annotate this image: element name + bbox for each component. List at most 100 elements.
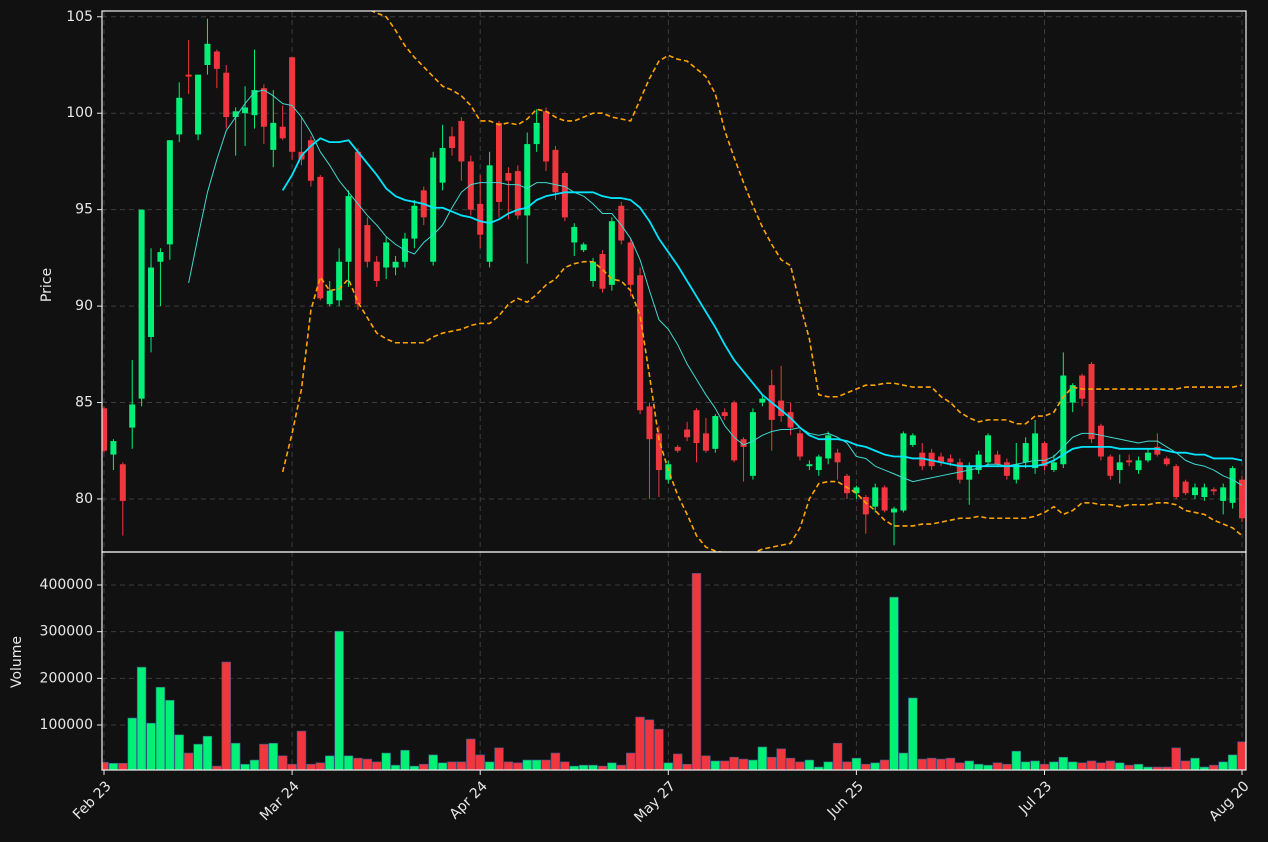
- candle-body: [223, 72, 230, 118]
- volume-bar: [1209, 764, 1219, 770]
- volume-bar: [437, 762, 448, 770]
- volume-bar: [428, 754, 438, 770]
- volume-bar: [522, 759, 532, 770]
- volume-bar: [832, 742, 843, 770]
- candle-body: [166, 140, 173, 245]
- candle-body: [975, 454, 982, 471]
- volume-bar: [277, 755, 288, 770]
- volume-bar: [964, 760, 974, 770]
- candle-body: [590, 261, 597, 282]
- volume-bar: [691, 573, 702, 770]
- candle-body: [580, 244, 587, 251]
- candle-body: [627, 242, 634, 285]
- candle-body: [213, 51, 220, 69]
- volume-bar: [1124, 764, 1134, 770]
- candle-body: [477, 203, 484, 235]
- candle-body: [1210, 489, 1217, 492]
- volume-bar: [898, 752, 909, 770]
- candle-body: [749, 412, 756, 476]
- volume-bar: [1011, 750, 1021, 770]
- volume-bar: [955, 762, 965, 770]
- candle-body: [919, 452, 926, 467]
- candle-body: [815, 456, 822, 471]
- candle-body: [1116, 462, 1123, 471]
- candle-body: [119, 464, 126, 501]
- candle-body: [251, 90, 258, 116]
- volume-bar: [127, 717, 137, 770]
- volume-bar: [823, 761, 833, 770]
- volume-bar: [155, 686, 166, 770]
- candle-body: [900, 433, 907, 511]
- volume-bar: [560, 761, 570, 770]
- candle-body: [646, 406, 653, 440]
- volume-bar: [325, 755, 335, 770]
- volume-bar: [550, 752, 561, 770]
- volume-bar: [1086, 760, 1097, 770]
- candle-body: [1163, 458, 1170, 465]
- candle-body: [110, 441, 117, 455]
- candle-body: [289, 57, 296, 152]
- volume-bar: [372, 761, 382, 770]
- y-tick-label: 90: [75, 298, 93, 314]
- candle-body: [702, 433, 709, 451]
- candle-body: [496, 122, 503, 202]
- overlays: [188, 11, 1243, 552]
- candle-body: [1069, 385, 1076, 403]
- volume-bar: [456, 761, 467, 770]
- volume-bar: [1180, 760, 1191, 770]
- volume-bar: [1162, 766, 1172, 770]
- volume-bar: [1105, 760, 1116, 770]
- volume-bar: [625, 752, 636, 770]
- candle-body: [373, 261, 380, 282]
- volume-bar: [249, 759, 260, 770]
- candle-body: [524, 144, 531, 216]
- volume-bar: [1058, 756, 1069, 770]
- candle-body: [260, 88, 267, 127]
- volume-bar: [513, 762, 523, 770]
- candle-body: [787, 412, 794, 428]
- y-tick-label: 300000: [40, 624, 93, 640]
- volume-bar: [390, 764, 401, 770]
- volume-bar: [1199, 766, 1210, 770]
- candle-body: [176, 97, 183, 135]
- y-tick-label: 95: [75, 202, 93, 218]
- y-axis-label: Price: [39, 268, 55, 302]
- candle-body: [543, 111, 550, 162]
- volume-bar: [1227, 754, 1238, 770]
- candle-body: [1088, 363, 1095, 440]
- candle-body: [806, 464, 813, 467]
- candle-body: [1097, 425, 1104, 457]
- volume-bar: [814, 766, 824, 770]
- candle-body: [881, 487, 888, 511]
- volume-bar: [1002, 763, 1012, 770]
- candle-body: [1201, 487, 1208, 498]
- candle-body: [458, 120, 465, 162]
- candle-body: [740, 439, 747, 447]
- volume-bar: [466, 738, 476, 770]
- volume-bar: [682, 763, 692, 770]
- candle-body: [1050, 462, 1057, 471]
- volume-bar: [531, 759, 542, 770]
- candle-body: [1220, 487, 1227, 501]
- volume-bar: [607, 762, 617, 770]
- candle-body: [599, 254, 606, 289]
- volume-bar: [870, 762, 880, 770]
- overlay-line: [281, 137, 1243, 468]
- volume-bar: [804, 759, 815, 770]
- volume-bar: [193, 743, 203, 770]
- candle-body: [712, 416, 719, 449]
- candle-body: [956, 462, 963, 480]
- candle-body: [533, 122, 540, 145]
- candle-body: [928, 452, 935, 467]
- candle-body: [1041, 443, 1048, 467]
- candle-body: [514, 171, 521, 216]
- volume-bar: [484, 761, 495, 770]
- candle-body: [204, 43, 211, 66]
- volume-bar: [362, 758, 373, 770]
- candle-body: [571, 227, 578, 243]
- volume-bar: [1068, 761, 1078, 770]
- volume-bar: [701, 755, 711, 770]
- candle-body: [430, 157, 437, 262]
- volume-bar: [908, 697, 918, 770]
